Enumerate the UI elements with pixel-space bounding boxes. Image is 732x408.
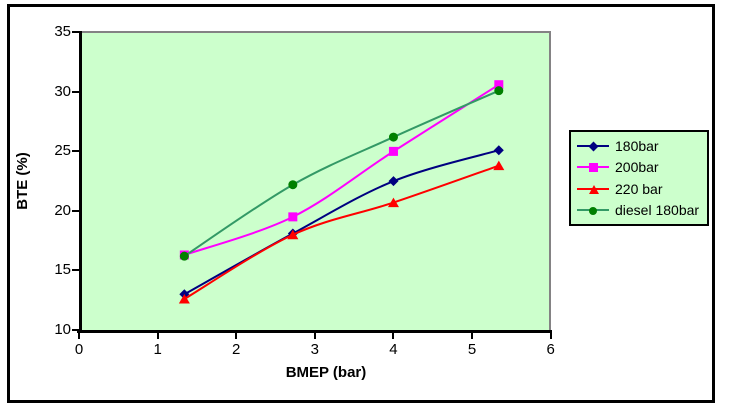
y-tick-label: 15 [54,261,71,279]
x-axis-title: BMEP (bar) [285,364,367,381]
circle-marker [388,132,398,142]
square-marker [494,80,504,90]
series-line-diesel-180bar [183,89,500,258]
legend-box: 180bar 200bar 220 bar diesel 180bar [569,130,709,226]
y-tick-label: 35 [54,23,71,41]
y-tick-label: 20 [54,201,71,219]
x-tick-mark [549,333,552,339]
legend-item-diesel-180bar: diesel 180bar [577,200,701,220]
x-tick-label: 6 [546,341,555,358]
y-tick-mark [72,209,79,212]
circle-marker [494,86,504,96]
x-tick-mark [392,333,395,339]
legend-swatch [577,140,609,152]
legend-swatch [577,204,609,216]
x-tick-label: 1 [153,341,162,358]
diamond-marker [388,176,399,187]
legend-swatch [577,161,609,173]
legend-label: diesel 180bar [615,202,700,219]
plot-area [82,31,551,331]
x-tick-mark [78,333,80,339]
x-tick-mark [313,333,316,339]
y-tick-mark [72,150,79,153]
square-icon [589,163,598,173]
square-marker [388,146,398,156]
circle-marker [179,251,189,261]
x-axis-line [77,330,552,333]
legend-item-220-bar: 220 bar [577,179,701,199]
y-tick-mark [72,329,79,331]
y-axis-title: BTE (%) [14,152,31,210]
series-line-220-bar [183,164,500,300]
y-tick-mark [72,31,79,34]
triangle-marker [493,160,505,171]
diamond-marker [493,145,504,156]
series-line-200bar [184,83,500,256]
x-tick-label: 5 [467,341,477,358]
x-tick-mark [471,333,474,339]
x-tick-label: 2 [232,341,241,358]
legend-label: 200bar [615,159,659,176]
y-tick-label: 10 [54,321,71,338]
x-tick-mark [235,333,238,339]
series-plot-canvas [178,80,505,304]
legend-item-200bar: 200bar [577,157,701,177]
x-tick-label: 3 [310,341,320,358]
diamond-icon [588,141,599,152]
circle-marker [288,180,298,190]
legend-label: 180bar [615,137,659,154]
x-tick-label: 4 [389,341,398,358]
legend-swatch [577,183,609,195]
x-tick-label: 0 [74,341,84,358]
triangle-marker [178,294,190,304]
y-tick-label: 25 [54,142,71,160]
y-tick-mark [72,269,79,272]
square-marker [288,212,298,222]
y-tick-mark [72,90,79,93]
y-tick-label: 30 [54,82,71,100]
series-line-180bar [183,149,500,296]
legend-label: 220 bar [615,180,663,197]
y-axis-line [79,31,82,333]
triangle-marker [387,197,399,208]
circle-icon [589,207,597,216]
triangle-marker [287,229,299,240]
x-tick-mark [156,333,159,339]
triangle-icon [589,184,599,194]
legend-item-180bar: 180bar [577,136,701,156]
